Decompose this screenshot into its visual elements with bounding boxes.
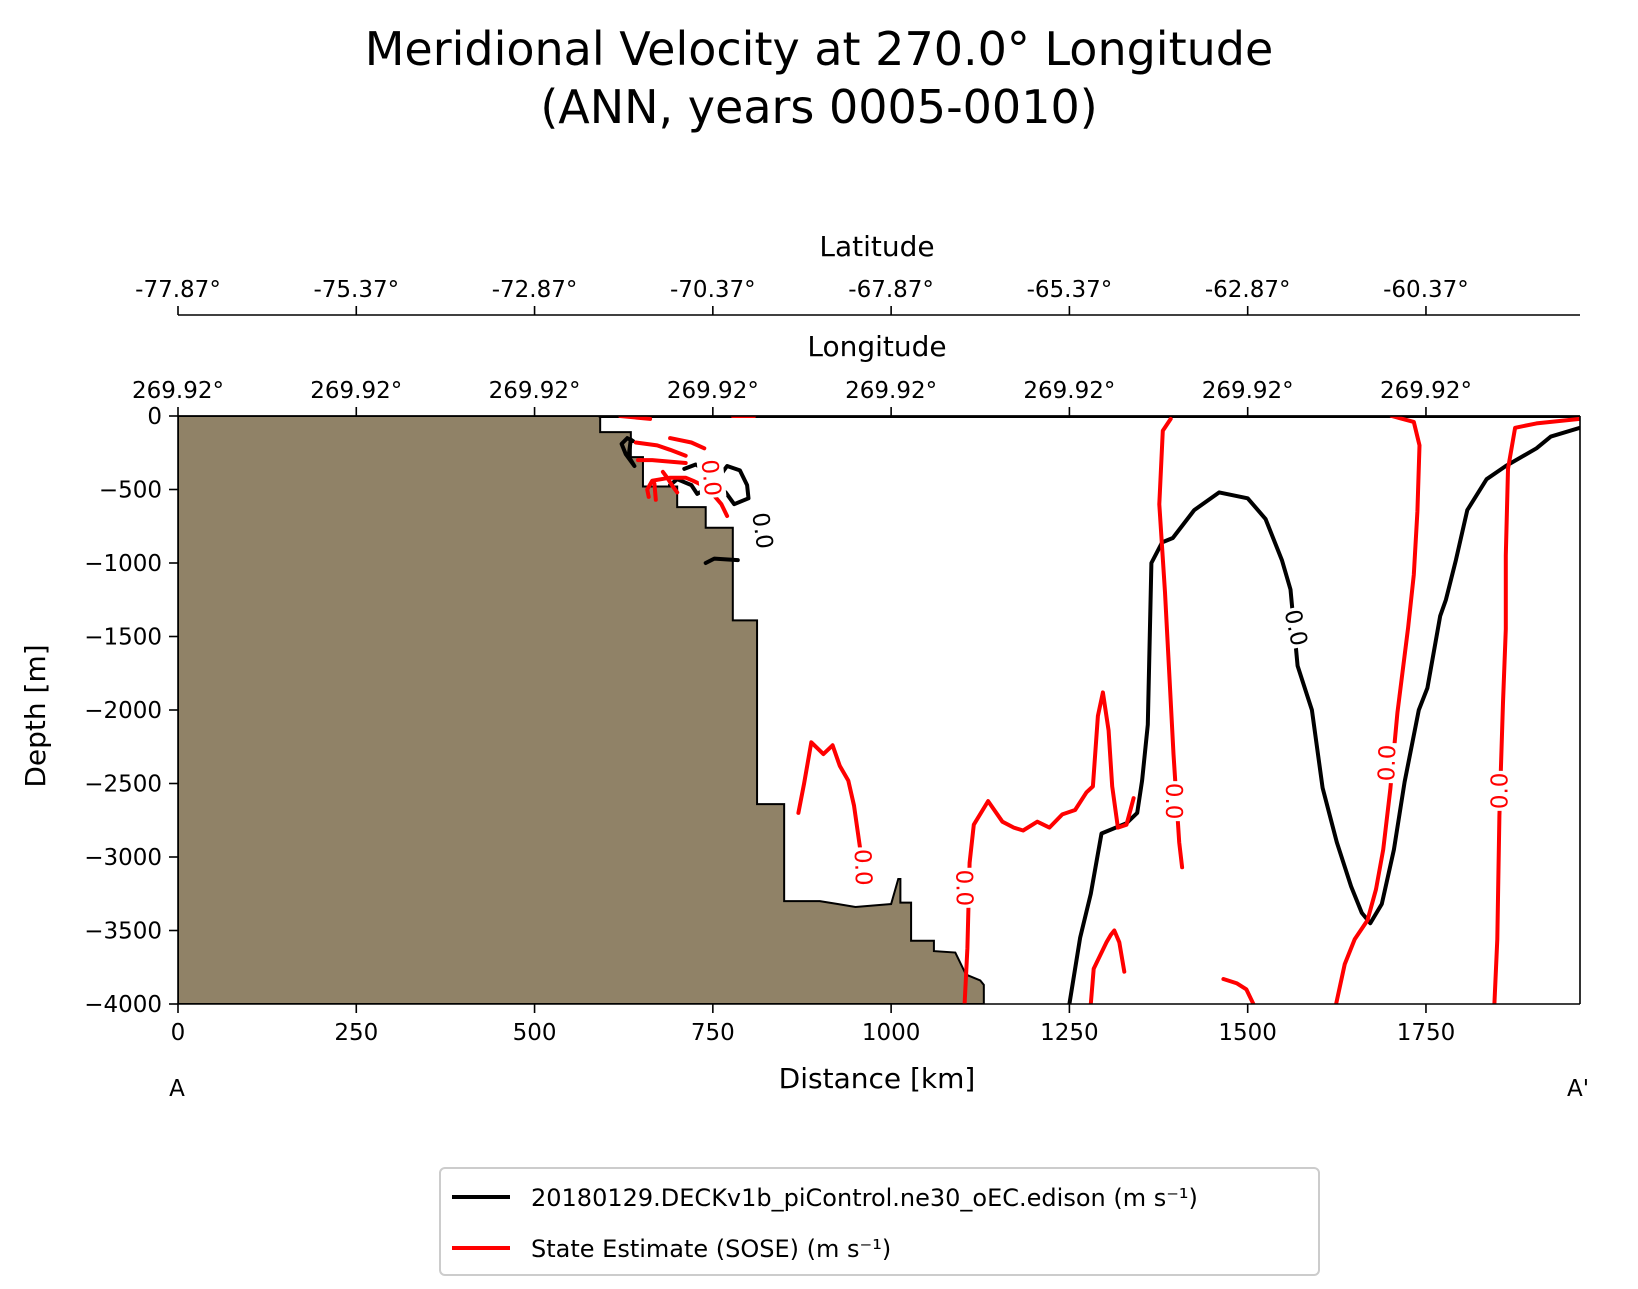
secondary-tick-label: 269.92° [1202, 378, 1294, 404]
x-axis-label: Distance [km] [779, 1062, 976, 1095]
sose-contour-6 [652, 481, 658, 502]
sose-contour-3 [660, 469, 680, 495]
sose-contour-7 [668, 436, 707, 451]
x-tick-label: 1750 [1397, 1020, 1456, 1046]
x-tick-label: 250 [334, 1020, 378, 1046]
contour-label-bg [849, 846, 878, 888]
y-tick-label: −3500 [84, 919, 162, 945]
contour-label: 0.0 [746, 511, 777, 551]
latitude-axis: -77.87° -75.37° -72.87° -70.37° -67.87° -65.3… [135, 277, 1580, 316]
sose-contour-11 [1157, 416, 1185, 870]
contour-label-bg [1486, 770, 1513, 811]
secondary-tick-label: -60.37° [1383, 277, 1469, 303]
secondary-tick-label: -67.87° [848, 277, 934, 303]
legend-label-sose: State Estimate (SOSE) (m s⁻¹) [531, 1235, 891, 1263]
x-tick-label: 1250 [1040, 1020, 1099, 1046]
legend-label-model: 20180129.DECKv1b_piControl.ne30_oEC.edis… [531, 1184, 1198, 1212]
longitude-axis-label: Longitude [807, 330, 946, 363]
contour-label-bg [696, 456, 727, 499]
x-tick-label: 0 [171, 1020, 186, 1046]
latitude-axis-label: Latitude [819, 230, 934, 263]
plot-area: 0.0 0.0 0.0 0.0 0.0 0.0 0.0 0.0 [178, 416, 1580, 1004]
contour-label: 0.0 [1374, 744, 1401, 781]
contour-label-bg [747, 509, 779, 553]
contour-label-bg [1373, 742, 1401, 784]
model-contour-3 [1067, 425, 1580, 1004]
contour-label: 0.0 [950, 869, 977, 906]
contour-label: 0.0 [1279, 607, 1312, 648]
bathymetry-fill [178, 416, 985, 1004]
secondary-tick-label: 269.92° [489, 378, 581, 404]
secondary-tick-label: 269.92° [310, 378, 402, 404]
secondary-tick-label: 269.92° [1380, 378, 1472, 404]
sose-contour-5 [633, 440, 688, 458]
secondary-tick-label: 269.92° [1023, 378, 1115, 404]
sose-contour-10 [1088, 928, 1127, 1004]
secondary-tick-label: 269.92° [132, 378, 224, 404]
sose-contour-14 [1492, 416, 1580, 1004]
contour-label: 0.0 [1160, 783, 1186, 820]
legend-box [439, 1167, 1320, 1276]
longitude-axis: 269.92° 269.92° 269.92° 269.92° 269.92° 269.9… [132, 378, 1580, 417]
sose-contour-12 [1221, 977, 1256, 1004]
contour-label-bg [951, 867, 978, 909]
model-contour-0 [619, 436, 637, 468]
secondary-tick-label: -62.87° [1205, 277, 1291, 303]
x-tick-label: 500 [513, 1020, 557, 1046]
y-tick-label: −1000 [84, 551, 162, 577]
secondary-tick-label: 269.92° [845, 378, 937, 404]
contour-label-bg [1161, 781, 1188, 822]
chart-title-line2: (ANN, years 0005-0010) [540, 80, 1097, 134]
contour-label-bg [1279, 605, 1314, 650]
y-tick-label: −2500 [84, 772, 162, 798]
contour-label: 0.0 [849, 849, 876, 886]
y-tick-label: 0 [147, 404, 162, 430]
secondary-tick-label: -75.37° [313, 277, 399, 303]
secondary-tick-label: -72.87° [492, 277, 578, 303]
secondary-tick-label: 269.92° [667, 378, 759, 404]
sose-contour-4 [645, 475, 730, 518]
y-axis-label: Depth [m] [19, 644, 52, 787]
secondary-tick-label: -65.37° [1027, 277, 1113, 303]
contour-label: 0.0 [696, 458, 726, 497]
y-tick-label: −4000 [84, 992, 162, 1018]
section-start-label: A [169, 1076, 185, 1102]
sose-contour-13 [1334, 416, 1422, 1004]
x-tick-label: 1500 [1218, 1020, 1277, 1046]
x-tick-label: 1000 [862, 1020, 921, 1046]
sose-contour-8 [796, 740, 863, 854]
chart-title-line1: Meridional Velocity at 270.0° Longitude [365, 22, 1274, 76]
contour-label: 0.0 [1487, 773, 1513, 810]
sose-contour-9 [962, 690, 1136, 1004]
model-contour-2 [703, 556, 740, 565]
y-tick-label: −1500 [84, 625, 162, 651]
secondary-tick-label: -77.87° [135, 277, 221, 303]
section-end-label: A' [1567, 1076, 1589, 1102]
sose-contour-2 [636, 458, 688, 465]
secondary-tick-label: -70.37° [670, 277, 756, 303]
legend: 20180129.DECKv1b_piControl.ne30_oEC.edis… [439, 1167, 1320, 1276]
y-tick-label: −3000 [84, 845, 162, 871]
main-axes: 0 250 500 750 1000 1250 1500 1750 0 −500 −1000 −150… [84, 404, 1581, 1046]
x-tick-label: 750 [691, 1020, 735, 1046]
y-tick-label: −2000 [84, 698, 162, 724]
y-tick-label: −500 [99, 478, 162, 504]
